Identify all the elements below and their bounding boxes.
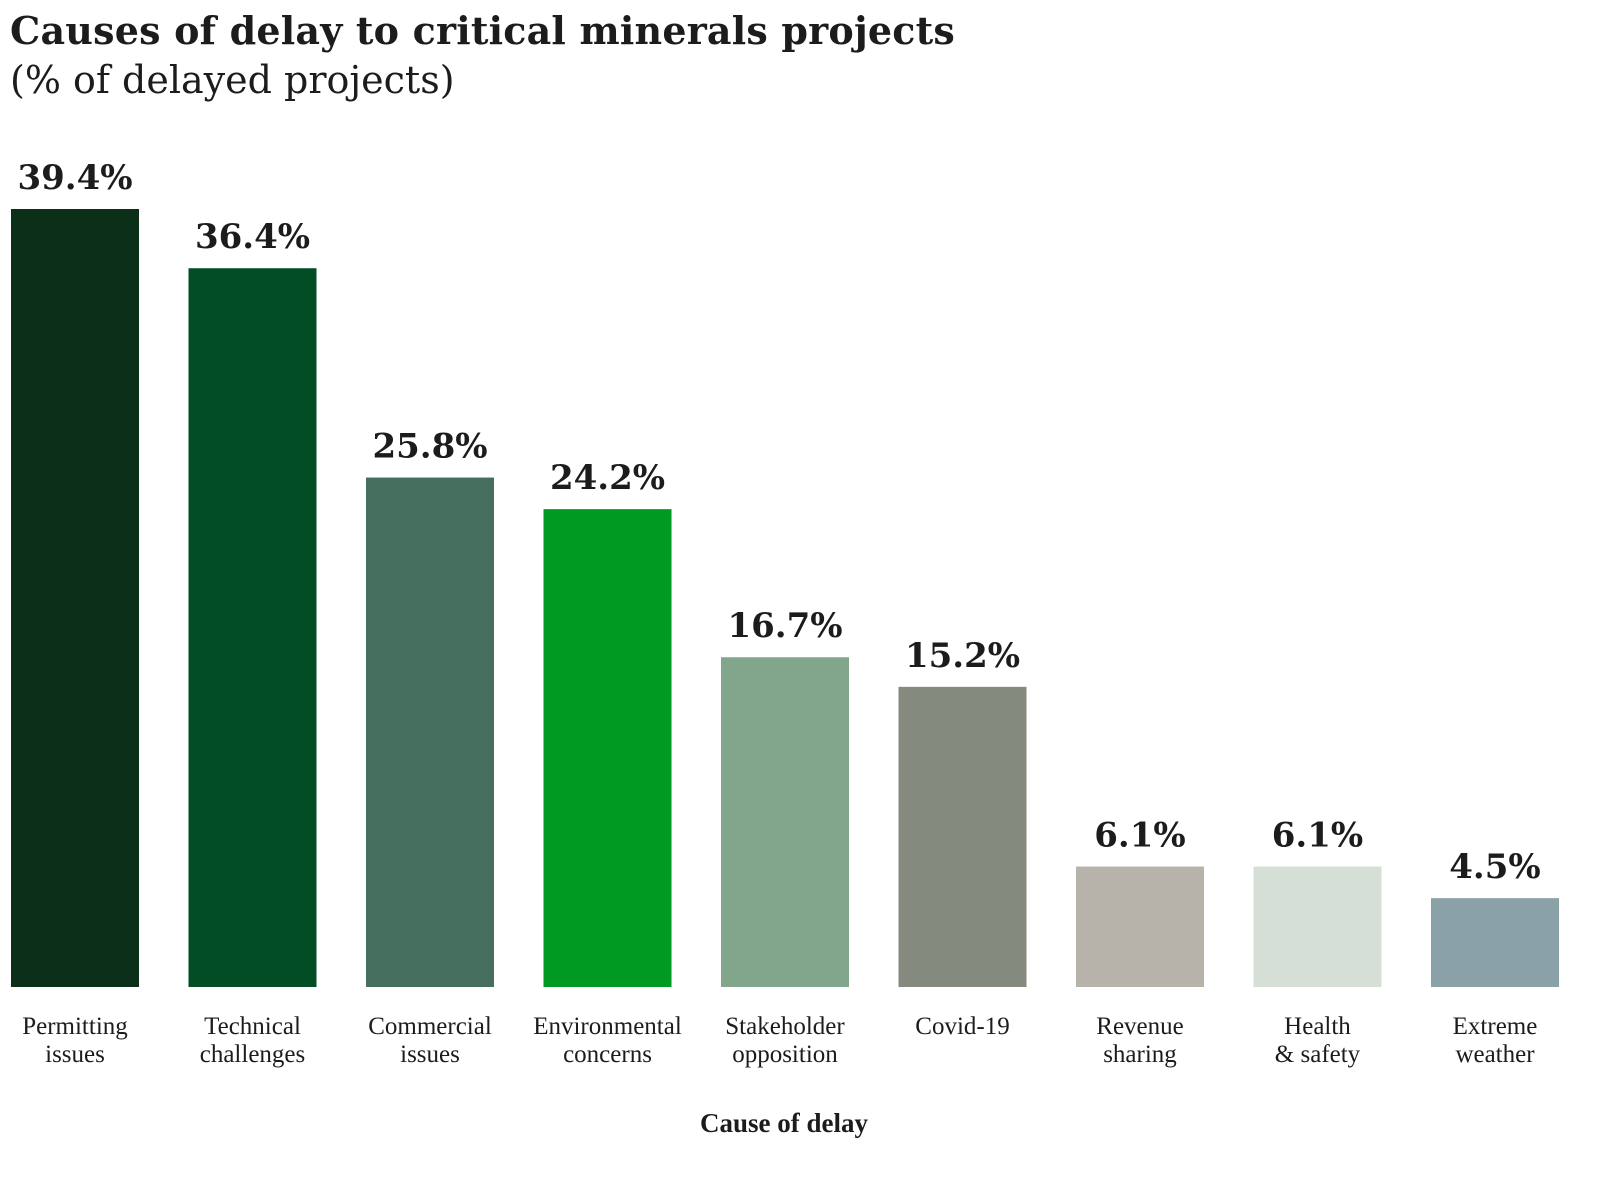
x-tick-label: Technical — [204, 1013, 301, 1040]
data-label: 6.1% — [1094, 816, 1185, 856]
x-tick-label: issues — [45, 1041, 105, 1068]
data-label: 25.8% — [372, 427, 487, 467]
chart-title: Causes of delay to critical minerals pro… — [10, 8, 955, 53]
x-tick-label: Permitting — [22, 1013, 128, 1040]
x-tick-label: issues — [400, 1041, 460, 1068]
data-label: 15.2% — [905, 636, 1020, 676]
x-tick-label: & safety — [1275, 1041, 1361, 1068]
bar — [1253, 866, 1382, 987]
data-label: 6.1% — [1272, 816, 1363, 856]
x-tick-label: Health — [1284, 1013, 1351, 1040]
x-tick-label: Extreme — [1453, 1013, 1538, 1040]
x-tick-label: weather — [1455, 1041, 1535, 1068]
x-tick-label: Revenue — [1096, 1013, 1183, 1040]
x-tick-label: challenges — [200, 1041, 306, 1068]
data-label: 4.5% — [1449, 847, 1540, 887]
data-label: 24.2% — [550, 458, 665, 498]
bar — [11, 209, 139, 987]
bar — [1076, 866, 1204, 987]
bar — [1431, 898, 1559, 987]
x-tick-label: Covid-19 — [915, 1013, 1009, 1040]
data-label: 36.4% — [195, 217, 310, 257]
bar — [898, 686, 1027, 987]
bar — [543, 509, 672, 987]
bar — [366, 477, 494, 987]
bar — [188, 268, 317, 987]
x-tick-label: sharing — [1103, 1041, 1177, 1068]
x-tick-label: Stakeholder — [725, 1013, 845, 1040]
data-label: 16.7% — [727, 606, 842, 646]
x-tick-label: concerns — [563, 1041, 652, 1068]
x-axis-label: Cause of delay — [700, 1108, 868, 1138]
chart-subtitle: (% of delayed projects) — [10, 58, 455, 102]
x-tick-label: opposition — [732, 1041, 838, 1068]
x-tick-label: Environmental — [533, 1013, 682, 1040]
x-tick-label: Commercial — [368, 1013, 492, 1040]
data-label: 39.4% — [17, 158, 132, 198]
bar — [721, 657, 849, 987]
